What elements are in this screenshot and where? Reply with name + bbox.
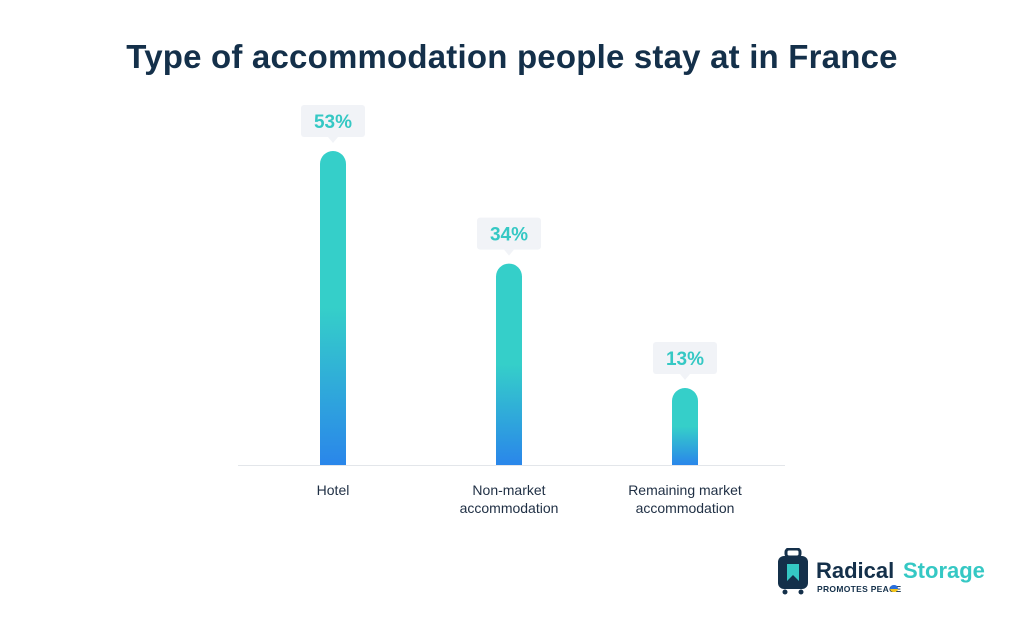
data-label-background xyxy=(477,217,541,250)
bar xyxy=(320,151,346,465)
brand-name-part1: Radical xyxy=(816,558,895,583)
bar xyxy=(496,263,522,465)
data-label-text: 53% xyxy=(314,112,352,133)
category-label: Hotel xyxy=(317,482,350,498)
brand-tagline: PROMOTES PEACE xyxy=(817,584,902,594)
data-label: 53% xyxy=(301,105,365,143)
data-label-text: 34% xyxy=(490,225,528,246)
data-label: 34% xyxy=(477,217,541,256)
category-label-line: Non-market xyxy=(472,482,545,498)
category-label-line: accommodation xyxy=(636,500,735,516)
category-label-line: Remaining market xyxy=(628,482,742,498)
bar xyxy=(672,387,698,465)
category-label: Remaining market accommodation xyxy=(628,482,742,516)
data-label-pointer xyxy=(328,137,338,143)
category-label-line: accommodation xyxy=(460,500,559,516)
category-label-line: Hotel xyxy=(317,482,350,498)
bars-layer: 53% Hotel 34% Non-market accommodation 13% Rem… xyxy=(238,105,785,516)
data-label-background xyxy=(653,341,717,374)
data-label: 13% xyxy=(653,341,717,380)
data-label-pointer xyxy=(680,373,690,380)
chart-title: Type of accommodation people stay at in … xyxy=(126,38,898,75)
data-label-text: 13% xyxy=(666,349,704,370)
ukraine-heart-icon xyxy=(890,585,898,592)
data-label-background xyxy=(301,105,365,137)
category-label: Non-market accommodation xyxy=(460,482,559,516)
brand-name-part2: Storage xyxy=(903,558,985,583)
suitcase-icon xyxy=(778,548,808,595)
radical-storage-logo: Radical Storage PROMOTES PEACE xyxy=(776,548,996,596)
data-label-pointer xyxy=(504,249,514,256)
